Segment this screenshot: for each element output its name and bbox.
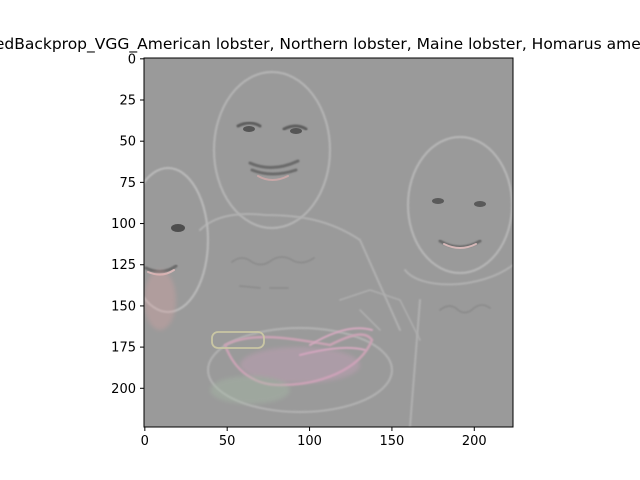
chart-title: GuidedBackprop_VGG_American lobster, Nor… [0,35,640,54]
center-eye-left [243,126,255,132]
y-tick-label: 25 [119,94,136,109]
right-person-head-outline [406,135,513,275]
saliency-edges [144,70,513,427]
saliency-image [144,58,513,427]
y-tick-label: 50 [119,135,136,150]
x-tick-label: 100 [297,434,322,449]
center-person-mouth [248,159,300,176]
y-tick-label: 175 [111,341,136,356]
pink-tint-left-girl [144,270,176,330]
y-tick-label: 125 [111,258,136,273]
x-tick-label: 150 [380,434,405,449]
corn-cob [211,331,265,349]
center-eye-right [290,128,302,134]
green-tint-plate [210,376,290,404]
axes-frame [143,57,514,428]
shirt-logo-left [231,256,315,289]
center-person-lips [257,175,289,181]
y-tick-label: 200 [111,382,136,397]
plate-outline [206,326,394,414]
lobster-bib [339,289,421,341]
y-tick-label: 150 [111,299,136,314]
x-axis: 0 50 100 150 200 [141,427,487,449]
right-person-lips [443,243,477,249]
center-person-shoulders [199,212,401,331]
y-tick-label: 0 [128,52,136,67]
right-eye-right [474,201,486,207]
x-tick-label: 0 [141,434,149,449]
pink-tint-lobster [240,347,360,383]
y-tick-label: 100 [111,217,136,232]
right-person-shoulders [404,264,513,427]
x-tick-label: 200 [462,434,487,449]
center-person-eyes [236,121,308,131]
saliency-color-tints [144,270,360,404]
shirt-logo-right [439,304,491,314]
y-axis: 0 25 50 75 100 125 150 175 200 [111,52,144,397]
left-eye [171,224,185,232]
x-tick-label: 50 [219,434,236,449]
center-person-head-outline [212,70,332,230]
y-tick-label: 75 [119,176,136,191]
right-eye-left [432,198,444,204]
